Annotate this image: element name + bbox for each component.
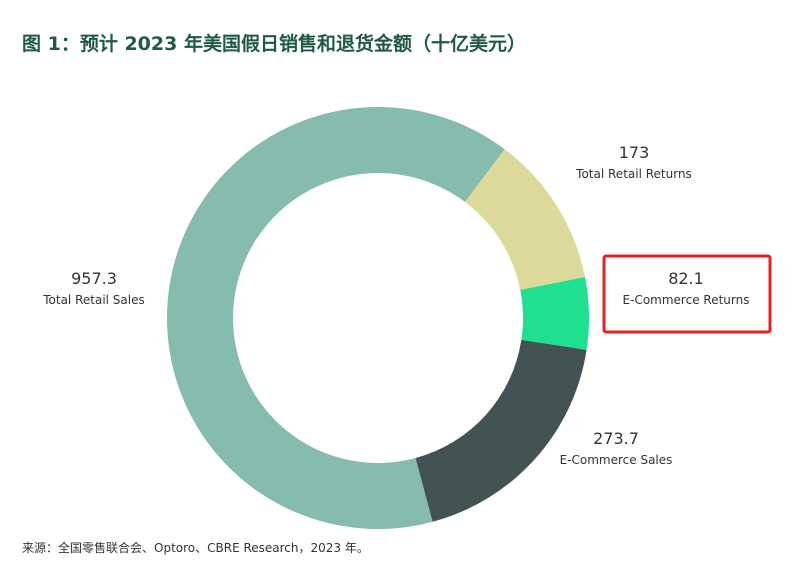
donut-segment [415,339,587,522]
donut-segment [520,277,589,350]
highlight-box [602,254,772,334]
donut-segment [465,149,585,290]
category-label: Total Retail Sales [42,293,145,307]
source-note: 来源：全国零售联合会、Optoro、CBRE Research，2023 年。 [22,540,369,555]
category-label: Total Retail Returns [575,167,692,181]
chart-title: 图 1：预计 2023 年美国假日销售和退货金额（十亿美元） [22,32,526,55]
value-label: 82.1 [668,269,704,288]
value-label: 173 [619,143,650,162]
value-label: 957.3 [71,269,117,288]
donut-segment [167,107,505,529]
value-label: 273.7 [593,429,639,448]
category-label: E-Commerce Returns [623,293,750,307]
category-label: E-Commerce Sales [560,453,673,467]
